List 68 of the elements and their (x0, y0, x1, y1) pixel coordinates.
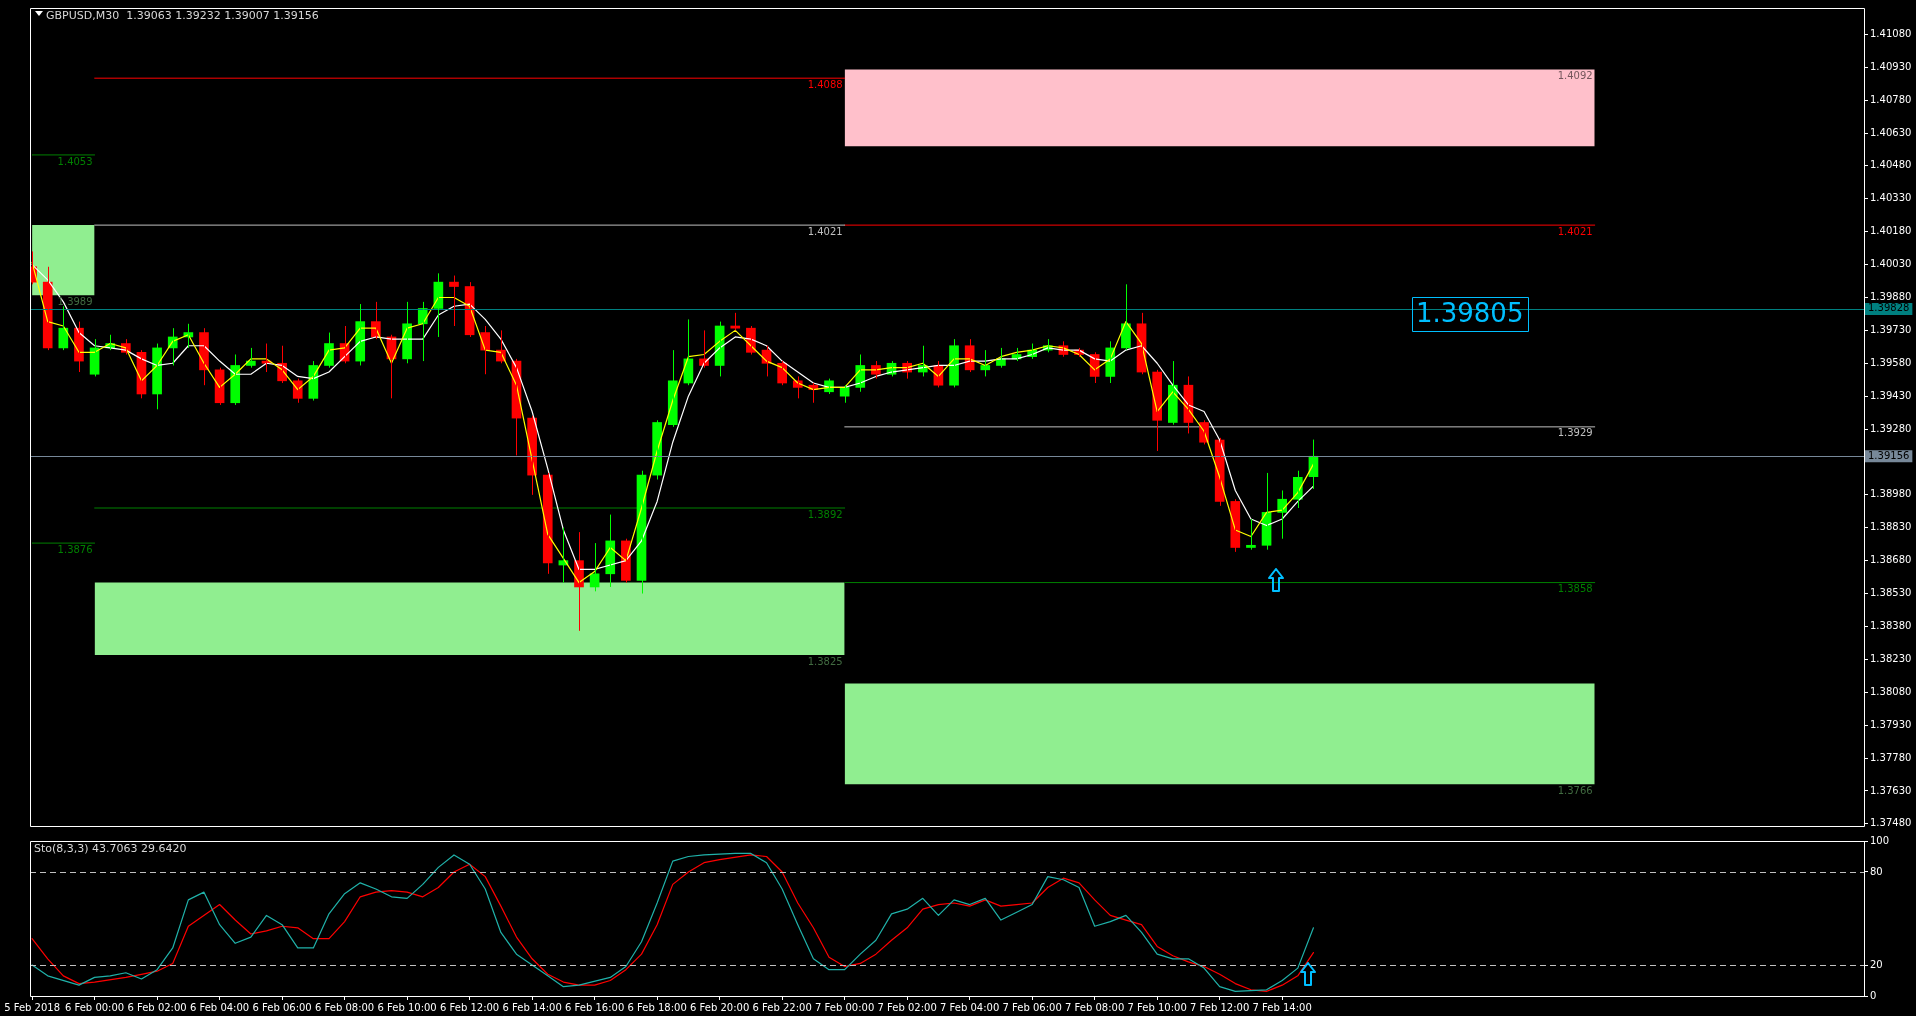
y-tick-label: 100 (1870, 834, 1890, 846)
y-tick-label: 1.40480 (1870, 159, 1912, 171)
x-tick-label: 6 Feb 10:00 (377, 1001, 437, 1013)
annotation: 1.4053 (57, 155, 93, 167)
y-tick-label: 1.40630 (1870, 126, 1912, 138)
annotation: 1.3858 (1557, 583, 1593, 595)
x-tick-label: 6 Feb 16:00 (565, 1001, 625, 1013)
y-tick-label: 20 (1870, 958, 1883, 970)
annotation: 1.3766 (1557, 784, 1593, 796)
y-tick-label: 1.37930 (1870, 718, 1912, 730)
annotation: 1.3876 (57, 543, 93, 555)
y-tick-label: 1.39430 (1870, 389, 1912, 401)
x-tick-label: 6 Feb 14:00 (502, 1001, 562, 1013)
y-tick-label: 1.40030 (1870, 258, 1912, 270)
x-tick-label: 6 Feb 18:00 (627, 1001, 687, 1013)
x-tick-label: 6 Feb 04:00 (189, 1001, 250, 1013)
annotation: 1.3892 (807, 508, 843, 520)
y-tick-label: 1.39280 (1870, 422, 1912, 434)
y-tick-label: 1.37630 (1870, 784, 1912, 796)
y-tick-label: 1.37780 (1870, 751, 1912, 763)
x-tick-label: 7 Feb 02:00 (877, 1001, 937, 1013)
annotation: 1.39805 (1415, 297, 1524, 328)
y-tick-label: 1.40780 (1870, 93, 1912, 105)
x-tick-label: 6 Feb 08:00 (314, 1001, 375, 1013)
chart-title: Sto(8,3,3) 43.7063 29.6420 (34, 842, 187, 856)
annotation: 1.4092 (1557, 70, 1593, 81)
y-tick-label: 1.38380 (1870, 620, 1912, 632)
x-tick-label: 6 Feb 02:00 (127, 1001, 187, 1013)
x-tick-label: 6 Feb 22:00 (752, 1001, 812, 1013)
y-tick-label: 1.39730 (1870, 323, 1912, 335)
x-tick-label: 6 Feb 06:00 (252, 1001, 312, 1013)
x-tick-label: 7 Feb 08:00 (1065, 1001, 1125, 1013)
y-tick-label: 1.38830 (1870, 521, 1912, 533)
annotation: 1.4021 (807, 225, 843, 237)
x-tick-label: 6 Feb 20:00 (690, 1001, 750, 1013)
x-tick-label: 7 Feb 14:00 (1252, 1001, 1312, 1013)
x-tick-label: 7 Feb 12:00 (1190, 1001, 1250, 1013)
x-tick-label: 6 Feb 00:00 (64, 1001, 125, 1013)
y-tick-label: 1.39880 (1870, 291, 1912, 303)
y-tick-label: 80 (1870, 865, 1883, 877)
y-tick-label: 1.38530 (1870, 587, 1912, 599)
candlestick (1246, 518, 1256, 551)
annotation: 1.3825 (807, 655, 843, 667)
y-tick-label: 1.37480 (1870, 817, 1912, 829)
candlestick (449, 275, 459, 327)
x-tick-label: 7 Feb 00:00 (815, 1001, 875, 1013)
y-tick-label: 1.40930 (1870, 60, 1912, 72)
y-tick-label: 1.40180 (1870, 225, 1912, 237)
x-tick-label: 6 Feb 12:00 (439, 1001, 500, 1013)
y-tick-label: 1.38230 (1870, 652, 1912, 664)
y-tick-label: 1.41080 (1870, 27, 1912, 39)
annotation: 1.4088 (807, 78, 843, 90)
annotation: 1.4021 (1557, 225, 1593, 237)
candlestick (730, 312, 741, 331)
x-tick-label: 5 Feb 2018 (4, 1001, 61, 1013)
y-tick-label: 0 (1870, 989, 1877, 1001)
annotation: 1.3929 (1557, 427, 1593, 439)
ref-line-label: 1.39156 (1868, 449, 1910, 461)
ref-line-label: 1.39828 (1868, 302, 1910, 314)
y-tick-label: 1.38680 (1870, 554, 1912, 566)
y-tick-label: 1.39580 (1870, 356, 1912, 368)
y-tick-label: 1.38980 (1870, 488, 1912, 500)
x-tick-label: 7 Feb 04:00 (940, 1001, 1000, 1013)
x-tick-label: 7 Feb 10:00 (1127, 1001, 1187, 1013)
y-tick-label: 1.38080 (1870, 685, 1912, 697)
y-tick-label: 1.40330 (1870, 192, 1912, 204)
x-tick-label: 7 Feb 06:00 (1002, 1001, 1062, 1013)
chart-title: GBPUSD,M30 1.39063 1.39232 1.39007 1.39156 (46, 9, 319, 23)
